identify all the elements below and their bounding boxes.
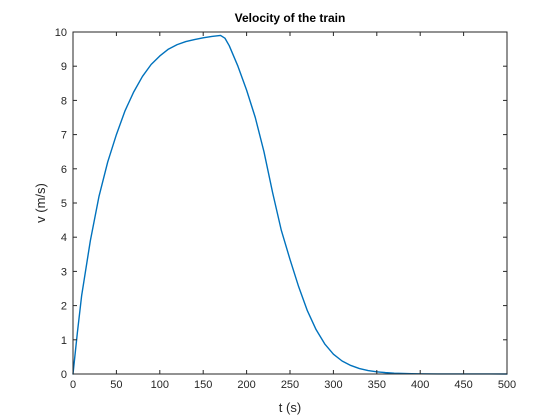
y-tick-label: 4 [61,232,67,244]
x-tick-label: 500 [498,379,516,391]
y-tick-label: 0 [61,369,67,381]
y-tick-label: 10 [55,27,67,39]
y-tick-label: 2 [61,301,67,313]
y-tick-label: 8 [61,95,67,107]
x-tick-label: 250 [281,379,299,391]
series-line-velocity [72,34,508,375]
x-tick-label: 50 [110,379,122,391]
axes-box [72,31,508,375]
x-tick-label: 350 [368,379,386,391]
x-axis-label: t (s) [279,400,301,415]
plot-background [73,32,507,374]
y-tick-label: 6 [61,164,67,176]
chart-title: Velocity of the train [235,11,346,25]
x-tick-label: 450 [454,379,472,391]
y-tick-label: 7 [61,130,67,142]
x-tick-label: 100 [151,379,169,391]
y-axis-label: v (m/s) [33,183,48,223]
x-tick-label: 150 [194,379,212,391]
x-tick-label: 200 [237,379,255,391]
y-tick-label: 3 [61,266,67,278]
ticks: 0 50 100 150 200 250 300 350 400 450 500 0 1 2 3 4 5 6 7 8 9… [55,27,516,391]
y-tick-label: 1 [61,335,67,347]
x-tick-label: 400 [411,379,429,391]
y-tick-label: 9 [61,61,67,73]
x-tick-label: 300 [324,379,342,391]
x-tick-label: 0 [70,379,76,391]
y-tick-label: 5 [61,198,67,210]
